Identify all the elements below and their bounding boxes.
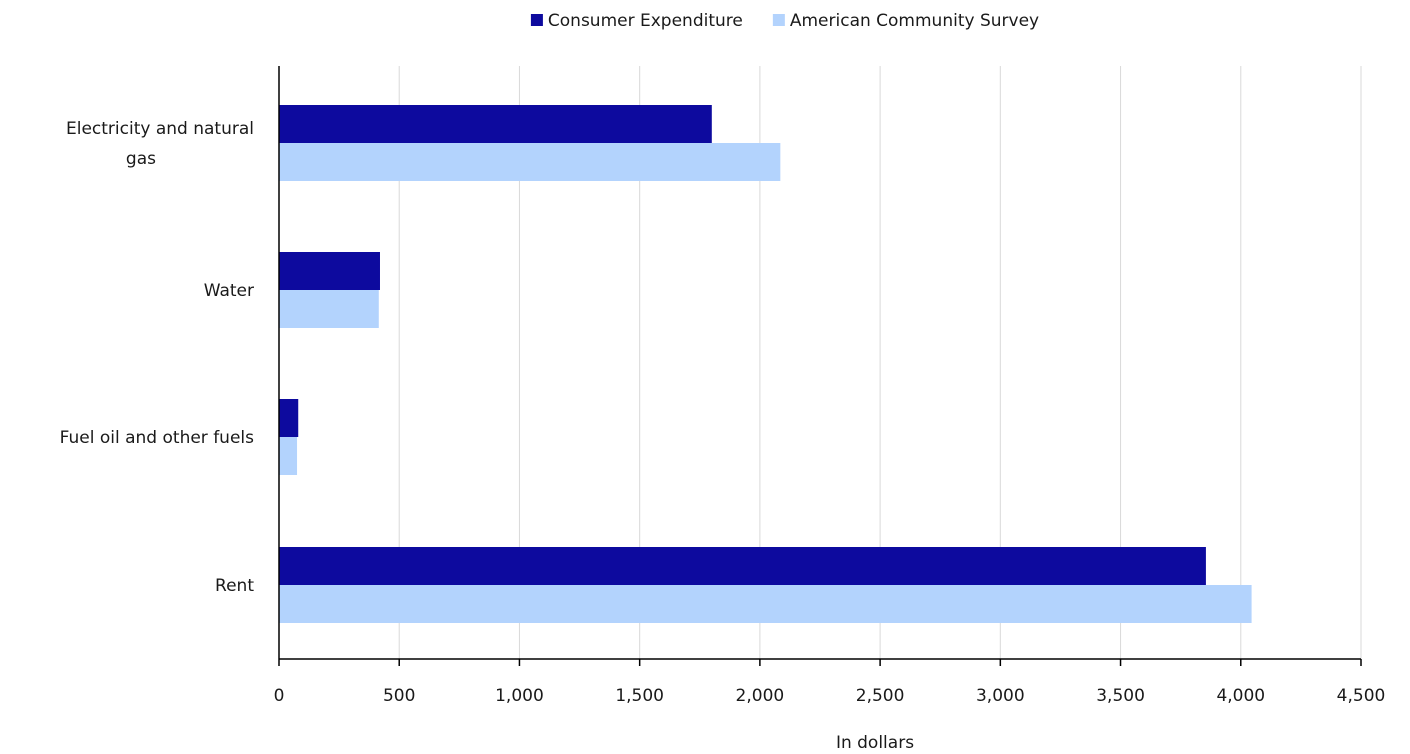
bar-water-american-community-survey <box>279 290 379 328</box>
bar-electricity-and-natural-gas-consumer-expenditure <box>279 105 712 143</box>
x-tick-label-3-500: 3,500 <box>1096 686 1145 706</box>
x-tick-label-2-000: 2,000 <box>736 686 785 706</box>
x-axis-ticks: 0 500 1,000 1,500 2,000 2,500 3,000 3,500 4,000 4… <box>274 659 1386 706</box>
x-tick-label-1-000: 1,000 <box>495 686 544 706</box>
bar-rent-american-community-survey <box>279 585 1252 623</box>
bar-water-consumer-expenditure <box>279 252 380 290</box>
x-tick-label-2-500: 2,500 <box>856 686 905 706</box>
y-label-water: Water <box>204 281 254 301</box>
bar-electricity-and-natural-gas-american-community-survey <box>279 143 781 181</box>
y-axis-category-labels: Electricity and natural gas Water Fuel oil … <box>60 119 255 596</box>
legend-label-consumer-expenditure: Consumer Expenditure <box>548 11 743 31</box>
legend: Consumer Expenditure American Community … <box>530 11 1039 31</box>
x-tick-label-3-000: 3,000 <box>976 686 1025 706</box>
bar-fuel-oil-and-other-fuels-consumer-expenditure <box>279 399 299 437</box>
x-tick-label-1-500: 1,500 <box>615 686 664 706</box>
bars <box>279 105 1252 623</box>
legend-swatch-consumer-expenditure <box>530 14 543 26</box>
x-tick-label-4-000: 4,000 <box>1216 686 1265 706</box>
bar-fuel-oil-and-other-fuels-american-community-survey <box>279 437 298 475</box>
legend-label-american-community-survey: American Community Survey <box>790 11 1039 31</box>
legend-swatch-american-community-survey <box>772 14 785 26</box>
x-tick-label-0: 0 <box>274 686 285 706</box>
axes <box>278 66 1361 660</box>
x-tick-label-500: 500 <box>383 686 415 706</box>
y-label-rent: Rent <box>215 576 254 596</box>
y-label-fuel-oil-and-other-fuels: Fuel oil and other fuels <box>60 428 254 448</box>
x-axis-title: In dollars <box>836 733 914 753</box>
y-label-electricity-and-natural-gas: Electricity and natural gas <box>66 119 254 169</box>
bar-rent-consumer-expenditure <box>279 547 1206 585</box>
x-tick-label-4-500: 4,500 <box>1337 686 1386 706</box>
